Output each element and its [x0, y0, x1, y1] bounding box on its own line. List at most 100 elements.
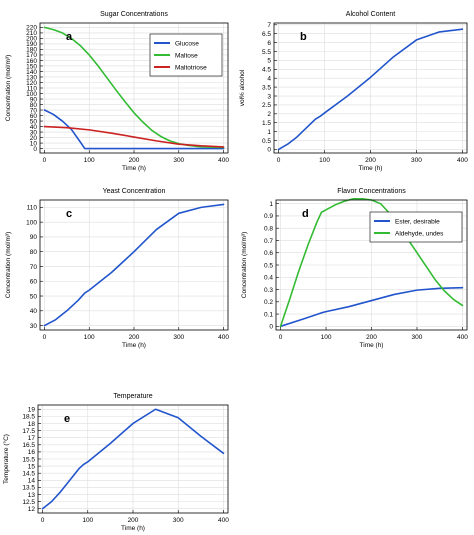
x-tick-label: 300 — [173, 334, 184, 341]
y-tick-label: 210 — [26, 30, 37, 37]
y-tick-label: 17 — [28, 435, 36, 442]
series-line-2 — [43, 125, 225, 148]
y-tick-label: 0.2 — [264, 299, 273, 306]
y-tick-label: 10 — [30, 140, 38, 147]
y-tick-label: 0.7 — [264, 238, 273, 245]
y-tick-label: 120 — [26, 80, 37, 87]
panel-letter: c — [66, 208, 72, 220]
y-tick-label: 7 — [267, 22, 271, 29]
y-tick-label: 40 — [30, 308, 38, 315]
series-line-0 — [277, 28, 464, 151]
y-tick-label: 12 — [28, 506, 36, 513]
x-axis-label: Time (h) — [360, 342, 384, 349]
legend-entry: Ester, desirable — [395, 218, 440, 225]
y-tick-label: 5 — [267, 58, 271, 65]
y-tick-label: 1 — [269, 201, 273, 208]
y-tick-label: 14 — [28, 478, 36, 485]
x-axis-label: Time (h) — [122, 165, 146, 172]
y-tick-label: 1.5 — [262, 120, 271, 127]
y-tick-label: 0.8 — [264, 226, 273, 233]
y-tick-label: 12.5 — [22, 499, 35, 506]
y-tick-label: 20 — [30, 135, 38, 142]
y-tick-label: 200 — [26, 36, 37, 43]
y-tick-label: 19 — [28, 407, 36, 414]
y-tick-label: 170 — [26, 52, 37, 59]
legend-entry: Maltose — [175, 52, 198, 59]
y-tick-label: 180 — [26, 47, 37, 54]
y-tick-label: 3.5 — [262, 84, 271, 91]
y-tick-label: 30 — [30, 323, 38, 330]
x-tick-label: 400 — [218, 334, 229, 341]
legend: Glucose Maltose Maltotriose — [149, 33, 223, 77]
y-tick-label: 3 — [267, 93, 271, 100]
legend: Ester, desirable Aldehyde, undes — [369, 211, 463, 243]
y-tick-label: 15.5 — [22, 456, 35, 463]
panel-letter: b — [300, 31, 307, 43]
y-tick-label: 0.9 — [264, 213, 273, 220]
y-tick-label: 18 — [28, 421, 36, 428]
x-axis-label: Time (h) — [121, 525, 145, 532]
panel-letter: e — [64, 413, 70, 425]
y-tick-label: 13.5 — [22, 485, 35, 492]
y-tick-label: 160 — [26, 58, 37, 65]
x-tick-label: 0 — [279, 334, 283, 341]
x-tick-label: 300 — [173, 157, 184, 164]
y-tick-label: 60 — [30, 113, 38, 120]
y-tick-label: 0 — [33, 146, 37, 153]
x-tick-label: 100 — [82, 517, 93, 524]
y-tick-label: 5.5 — [262, 49, 271, 56]
y-tick-label: 150 — [26, 63, 37, 70]
x-tick-label: 400 — [457, 157, 468, 164]
panel-letter: d — [302, 208, 309, 220]
x-tick-label: 0 — [277, 157, 281, 164]
chart-title: Temperature — [113, 393, 152, 400]
y-axis-label: Temperature (°C) — [2, 434, 10, 484]
y-axis-label: vol% alcohol — [239, 69, 246, 106]
x-tick-label: 200 — [128, 517, 139, 524]
y-tick-label: 15 — [28, 463, 36, 470]
y-tick-label: 90 — [30, 96, 38, 103]
y-tick-label: 50 — [30, 118, 38, 125]
x-tick-label: 200 — [129, 334, 140, 341]
x-tick-label: 100 — [84, 157, 95, 164]
y-tick-label: 130 — [26, 74, 37, 81]
x-tick-label: 400 — [218, 157, 229, 164]
x-tick-label: 100 — [321, 334, 332, 341]
series-line-0 — [41, 408, 225, 510]
y-tick-label: 14.5 — [22, 471, 35, 478]
y-tick-label: 60 — [30, 279, 38, 286]
y-tick-label: 0.1 — [264, 311, 273, 318]
y-tick-label: 190 — [26, 41, 37, 48]
y-tick-label: 17.5 — [22, 428, 35, 435]
y-tick-label: 0 — [267, 147, 271, 154]
y-tick-label: 4 — [267, 76, 271, 83]
series-line-1 — [279, 197, 464, 328]
y-tick-label: 0 — [269, 324, 273, 331]
x-axis-label: Time (h) — [122, 342, 146, 349]
legend-entry: Aldehyde, undes — [395, 230, 444, 237]
x-tick-label: 100 — [84, 334, 95, 341]
y-axis-label: Concentration (mol/m³) — [5, 55, 12, 121]
y-tick-label: 110 — [27, 205, 38, 212]
y-tick-label: 18.5 — [22, 414, 35, 421]
chart-panel-c: 0 100 200 300 400 30 40 50 60 70 80 90 100 110 Yeast C… — [5, 188, 229, 349]
y-tick-label: 30 — [30, 129, 38, 136]
y-tick-label: 4.5 — [262, 67, 271, 74]
panel-letter: a — [66, 31, 73, 43]
y-tick-label: 40 — [30, 124, 38, 131]
series-line-0 — [279, 286, 464, 328]
chart-title: Yeast Concentration — [103, 188, 166, 195]
x-tick-label: 100 — [319, 157, 330, 164]
y-tick-label: 110 — [27, 85, 38, 92]
legend-entry: Glucose — [175, 40, 199, 47]
chart-title: Alcohol Content — [346, 11, 395, 18]
y-tick-label: 50 — [30, 293, 38, 300]
x-tick-label: 400 — [218, 517, 229, 524]
chart-panel-a: 0 100 200 300 400010203040506070809010011012… — [5, 11, 229, 172]
x-tick-label: 200 — [366, 334, 377, 341]
y-tick-label: 16.5 — [22, 442, 35, 449]
legend-entry: Maltotriose — [175, 64, 207, 71]
x-tick-label: 200 — [365, 157, 376, 164]
x-tick-label: 0 — [43, 334, 47, 341]
